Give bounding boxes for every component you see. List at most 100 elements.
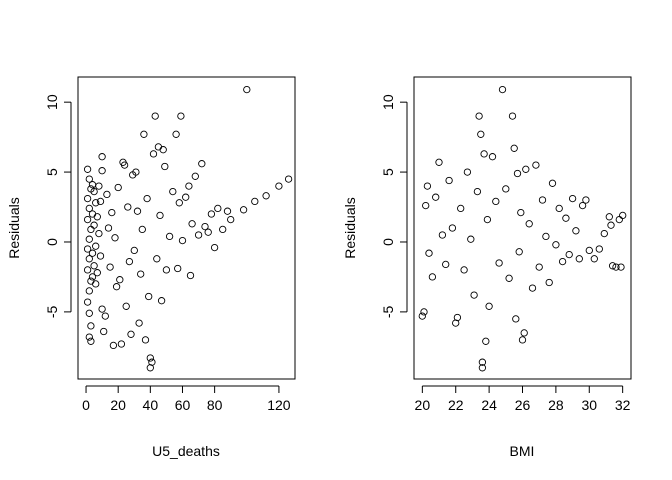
data-point bbox=[518, 336, 527, 344]
data-point bbox=[513, 169, 522, 178]
x-tick-label: 80 bbox=[207, 397, 223, 413]
data-point bbox=[100, 327, 108, 336]
data-point bbox=[93, 269, 101, 277]
data-point bbox=[502, 185, 510, 193]
data-point bbox=[418, 312, 426, 320]
data-point bbox=[482, 337, 490, 345]
data-points bbox=[83, 85, 293, 372]
data-point bbox=[528, 284, 537, 292]
x-axis: 0 20 40 60 80 120 bbox=[82, 385, 291, 413]
data-point bbox=[488, 153, 497, 161]
data-point bbox=[582, 196, 590, 204]
data-point bbox=[145, 292, 153, 301]
data-point bbox=[138, 225, 146, 234]
data-point bbox=[114, 183, 122, 192]
data-point bbox=[262, 192, 270, 200]
data-point bbox=[607, 221, 615, 229]
x-axis-label: U5_deaths bbox=[152, 443, 220, 459]
data-point bbox=[85, 235, 93, 243]
data-point bbox=[535, 263, 543, 271]
data-point bbox=[106, 263, 114, 271]
x-tick-label: 26 bbox=[515, 397, 531, 413]
data-point bbox=[172, 130, 180, 138]
data-point bbox=[505, 274, 513, 282]
data-point bbox=[565, 250, 573, 259]
data-points bbox=[418, 85, 627, 372]
data-point bbox=[608, 262, 617, 270]
data-point bbox=[520, 329, 528, 337]
data-point bbox=[562, 214, 570, 222]
x-tick-label: 120 bbox=[267, 397, 291, 413]
data-point bbox=[140, 130, 148, 138]
data-point bbox=[130, 246, 138, 255]
data-point bbox=[146, 364, 154, 372]
data-point bbox=[90, 187, 98, 196]
data-point bbox=[85, 255, 93, 263]
y-tick-label: 0 bbox=[380, 238, 396, 246]
y-tick-label: 10 bbox=[44, 94, 60, 110]
data-point bbox=[108, 208, 116, 217]
data-point bbox=[558, 257, 567, 266]
y-axis-label: Residuals bbox=[6, 197, 22, 258]
data-point bbox=[159, 146, 167, 154]
data-point bbox=[87, 322, 95, 330]
y-tick-label: 10 bbox=[380, 94, 396, 110]
data-point bbox=[463, 168, 472, 176]
data-point bbox=[545, 278, 553, 287]
data-point bbox=[480, 150, 488, 158]
data-point bbox=[467, 235, 475, 243]
data-point bbox=[85, 175, 93, 183]
data-point bbox=[161, 162, 169, 171]
data-point bbox=[227, 215, 235, 224]
data-point bbox=[186, 271, 195, 280]
data-point bbox=[92, 242, 100, 250]
data-point bbox=[435, 158, 443, 166]
data-point bbox=[157, 297, 166, 305]
data-point bbox=[243, 85, 251, 94]
data-point bbox=[83, 245, 92, 253]
data-point bbox=[143, 194, 151, 203]
data-point bbox=[578, 201, 587, 210]
data-point bbox=[83, 266, 92, 274]
data-point bbox=[198, 160, 206, 168]
y-tick-label: 5 bbox=[44, 168, 60, 176]
x-tick-label: 30 bbox=[581, 397, 597, 413]
data-point bbox=[85, 204, 93, 213]
y-axis: -5 0 5 10 bbox=[44, 94, 72, 318]
data-point bbox=[420, 308, 428, 316]
data-point bbox=[141, 336, 150, 344]
data-point bbox=[96, 252, 105, 260]
data-point bbox=[568, 194, 577, 203]
data-point bbox=[485, 302, 493, 310]
data-point bbox=[83, 165, 92, 173]
data-point bbox=[275, 182, 283, 190]
data-point bbox=[251, 197, 259, 206]
data-point bbox=[219, 225, 227, 234]
scatter-panel-bmi: 20 22 24 26 28 30 32 -5 0 5 10 BMI Residuals bbox=[342, 76, 632, 459]
data-point bbox=[617, 263, 625, 271]
data-point bbox=[284, 175, 293, 183]
data-point bbox=[111, 234, 119, 242]
x-axis-label: BMI bbox=[510, 443, 535, 459]
x-tick-label: 20 bbox=[415, 397, 431, 413]
y-axis: -5 0 5 10 bbox=[380, 94, 408, 318]
data-point bbox=[122, 302, 130, 310]
data-point bbox=[90, 221, 98, 229]
x-tick-label: 0 bbox=[82, 397, 90, 413]
data-point bbox=[210, 243, 219, 252]
data-point bbox=[124, 203, 132, 211]
data-point bbox=[169, 187, 177, 196]
data-point bbox=[151, 112, 159, 120]
data-point bbox=[478, 358, 487, 366]
data-point bbox=[515, 248, 523, 256]
y-tick-label: -5 bbox=[380, 305, 396, 318]
data-point bbox=[453, 313, 462, 322]
data-point bbox=[508, 112, 517, 120]
data-point bbox=[153, 255, 161, 263]
data-point bbox=[85, 287, 93, 295]
data-point bbox=[445, 176, 453, 185]
data-point bbox=[177, 112, 185, 120]
data-point bbox=[495, 259, 503, 267]
data-point bbox=[90, 262, 98, 270]
